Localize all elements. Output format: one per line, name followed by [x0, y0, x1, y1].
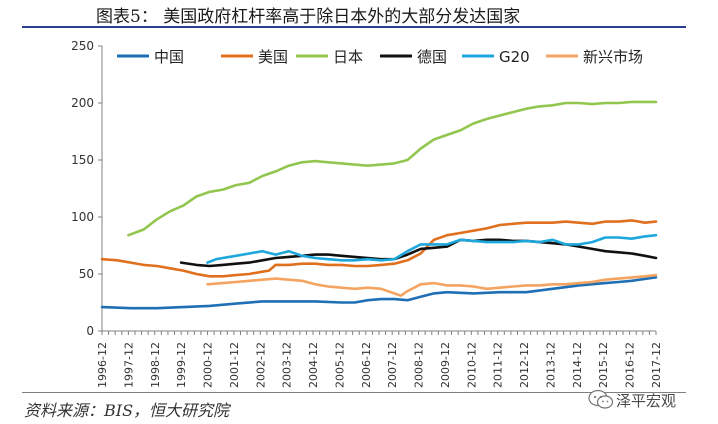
series-line: [100, 276, 658, 310]
source-note: 资料来源：BIS，恒大研究院: [24, 401, 230, 420]
legend-label: 日本: [333, 48, 363, 66]
x-tick-label: 2016-12: [624, 342, 637, 388]
series-line: [206, 273, 658, 297]
series-line: [179, 238, 658, 268]
chart-series-lines: [100, 100, 658, 310]
x-tick-label: 2013-12: [544, 342, 557, 388]
watermark-text: 泽平宏观: [616, 392, 677, 410]
title-bar: 图表5： 美国政府杠杆率高于除日本外的大部分发达国家: [0, 0, 718, 28]
x-tick-label: 2009-12: [439, 342, 452, 388]
x-tick-label: 2008-12: [413, 342, 426, 388]
chart-axes: 0 50 100 150 200 250 1996-12 1997-12 1998-12 1999…: [71, 39, 663, 388]
x-tick-label: 2015-12: [597, 342, 610, 388]
wechat-icon: [588, 389, 614, 409]
x-tick-label: 2004-12: [307, 342, 320, 388]
x-tick-label: 2010-12: [465, 342, 478, 388]
x-tick-label: 2002-12: [254, 342, 267, 388]
x-tick-label: 2007-12: [386, 342, 399, 388]
series-line: [127, 100, 658, 237]
watermark: 泽平宏观: [588, 387, 708, 415]
x-tick-label: 2017-12: [650, 342, 663, 388]
y-tick-label: 200: [71, 96, 94, 110]
x-tick-label: 2000-12: [202, 342, 215, 388]
y-tick-label: 50: [79, 267, 94, 281]
y-tick-label: 0: [86, 324, 94, 338]
legend-label: 德国: [417, 48, 447, 66]
x-tick-label: 2006-12: [360, 342, 373, 388]
x-tick-label: 1997-12: [122, 342, 135, 388]
footer-rule: [22, 392, 686, 393]
x-tick-label: 2014-12: [571, 342, 584, 388]
x-tick-label: 2001-12: [228, 342, 241, 388]
x-tick-label: 2003-12: [281, 342, 294, 388]
legend-label: 美国: [258, 48, 288, 66]
series-line: [100, 219, 658, 278]
legend-label: G20: [499, 48, 530, 66]
legend-label: 新兴市场: [583, 48, 643, 66]
y-tick-label: 250: [71, 39, 94, 53]
series-line: [206, 233, 658, 264]
x-tick-label: 1996-12: [96, 342, 109, 388]
chart-title: 图表5： 美国政府杠杆率高于除日本外的大部分发达国家: [96, 7, 521, 27]
chart-legend: 中国 美国 日本 德国 G20 新兴市场: [117, 48, 643, 66]
x-tick-label: 1999-12: [175, 342, 188, 388]
title-underline: [22, 26, 686, 28]
x-tick-label: 2011-12: [492, 342, 505, 388]
x-tick-label: 2005-12: [333, 342, 346, 388]
line-chart: 0 50 100 150 200 250 1996-12 1997-12 1998-12 1999…: [71, 39, 663, 388]
y-tick-label: 100: [71, 210, 94, 224]
legend-label: 中国: [154, 48, 184, 66]
x-tick-label: 1998-12: [149, 342, 162, 388]
x-tick-label: 2012-12: [518, 342, 531, 388]
y-tick-label: 150: [71, 153, 94, 167]
